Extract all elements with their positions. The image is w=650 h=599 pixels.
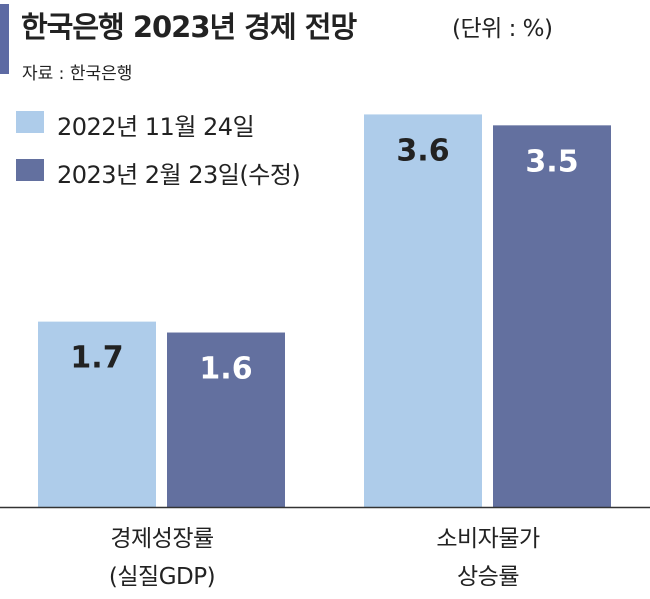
bar-series-1-category-1 xyxy=(38,321,156,507)
data-label-series-2-category-2: 3.5 xyxy=(525,144,578,179)
x-category-label-1-line-1: 경제성장률 xyxy=(110,526,214,552)
x-category-label-1-line-2: (실질GDP) xyxy=(108,564,216,590)
title-accent-bar xyxy=(0,4,9,74)
x-category-label-2-line-1: 소비자물가 xyxy=(436,526,540,552)
bar-series-1-category-2 xyxy=(364,114,482,507)
unit-label: (단위 : %) xyxy=(452,16,553,42)
bar-series-2-category-2 xyxy=(493,125,611,507)
legend-swatch-series-1 xyxy=(16,111,44,133)
chart-title: 한국은행 2023년 경제 전망 xyxy=(21,10,357,44)
legend-label-series-1: 2022년 11월 24일 xyxy=(57,113,255,141)
bar-series-2-category-1 xyxy=(167,332,285,507)
data-label-series-2-category-1: 1.6 xyxy=(199,352,252,387)
source-label: 자료 : 한국은행 xyxy=(22,64,133,84)
x-category-label-2: 소비자물가 상승률 xyxy=(358,520,618,596)
legend-label-series-2: 2023년 2월 23일(수정) xyxy=(57,161,301,189)
x-category-label-1: 경제성장률 (실질GDP) xyxy=(32,520,292,596)
x-category-label-2-line-2: 상승률 xyxy=(457,564,519,590)
legend-swatch-series-2 xyxy=(16,159,44,181)
data-label-series-1-category-1: 1.7 xyxy=(70,341,123,376)
data-label-series-1-category-2: 3.6 xyxy=(396,133,449,168)
